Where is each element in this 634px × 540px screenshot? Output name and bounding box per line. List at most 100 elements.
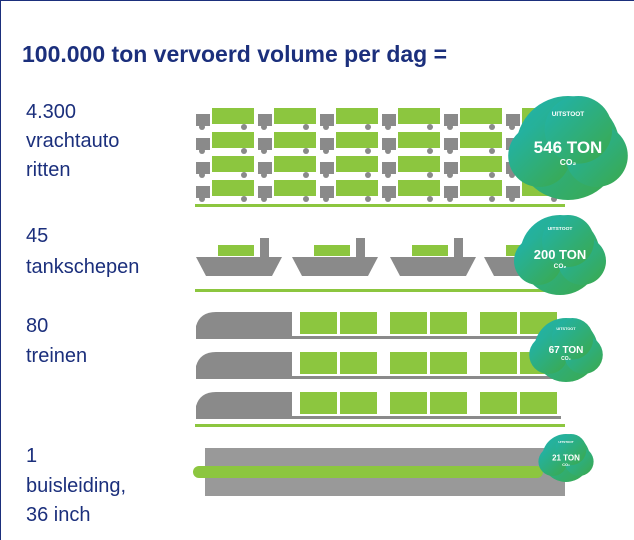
ship-cargo [218, 245, 254, 256]
row-count: 45 [26, 225, 48, 247]
wheel [241, 124, 247, 130]
truck-cab [196, 114, 210, 126]
wheel [303, 124, 309, 130]
ground-line [195, 424, 565, 427]
ship-cargo [412, 245, 448, 256]
wheel [447, 172, 453, 178]
wheel [323, 148, 329, 154]
truck-box [460, 108, 502, 124]
cloud-puff [555, 434, 587, 466]
truck-cab [382, 138, 396, 150]
truck-box [398, 156, 440, 172]
rail [196, 416, 561, 419]
locomotive [196, 312, 292, 336]
wagon [430, 352, 467, 374]
wheel [447, 196, 453, 202]
truck-cab [196, 138, 210, 150]
cloud-puff [544, 96, 613, 164]
emission-label: UITSTOOT [558, 440, 573, 444]
wheel [241, 148, 247, 154]
truck-box [336, 180, 378, 196]
truck-cab [382, 162, 396, 174]
wagon [430, 312, 467, 334]
truck-cab [320, 162, 334, 174]
wheel [489, 196, 495, 202]
wheel [385, 196, 391, 202]
wheel [447, 124, 453, 130]
wagon [340, 392, 377, 414]
wheel [323, 196, 329, 202]
truck-cab [320, 186, 334, 198]
emission-amount: 67 TON [549, 345, 584, 356]
truck-box [398, 132, 440, 148]
truck-cab [320, 114, 334, 126]
wagon [430, 392, 467, 414]
truck-cab [320, 138, 334, 150]
wagon [300, 312, 337, 334]
truck-cab [444, 186, 458, 198]
wheel [303, 172, 309, 178]
row-count: 1 [26, 445, 37, 467]
emission-unit: CO₂ [561, 356, 571, 362]
wagon [520, 392, 557, 414]
wheel [241, 172, 247, 178]
truck-cab [444, 114, 458, 126]
row-label: ritten [26, 159, 70, 181]
truck-cab [444, 162, 458, 174]
wheel [241, 196, 247, 202]
wheel [199, 196, 205, 202]
emission-amount: 546 TON [534, 138, 603, 157]
ship-bridge [454, 238, 463, 257]
truck-box [460, 180, 502, 196]
row-label: vrachtauto [26, 130, 119, 152]
emission-unit: CO₂ [560, 157, 577, 167]
wheel [427, 196, 433, 202]
emission-label: UITSTOOT [548, 226, 573, 232]
truck-cab [382, 114, 396, 126]
truck-cab [444, 138, 458, 150]
wheel [261, 172, 267, 178]
ground-line [195, 289, 565, 292]
wagon [480, 352, 517, 374]
ship-hull [292, 257, 378, 276]
wheel [509, 172, 515, 178]
emission-amount: 21 TON [552, 453, 580, 462]
truck-cab [258, 114, 272, 126]
truck-cab [382, 186, 396, 198]
ship-cargo [314, 245, 350, 256]
truck-cab [258, 186, 272, 198]
truck-box [460, 156, 502, 172]
ship-hull [196, 257, 282, 276]
truck-box [212, 108, 254, 124]
wheel [427, 172, 433, 178]
truck-box [398, 108, 440, 124]
wheel [199, 172, 205, 178]
wheel [365, 148, 371, 154]
emission-unit: CO₂ [562, 462, 570, 467]
wheel [427, 124, 433, 130]
wagon [340, 352, 377, 374]
wheel [385, 148, 391, 154]
wheel [261, 148, 267, 154]
wagon [390, 312, 427, 334]
wheel [489, 148, 495, 154]
title: 100.000 ton vervoerd volume per dag = [22, 41, 447, 67]
row-label: treinen [26, 345, 87, 367]
truck-box [336, 132, 378, 148]
row-label: tankschepen [26, 256, 139, 278]
wheel [427, 148, 433, 154]
truck-box [212, 156, 254, 172]
truck-box [212, 132, 254, 148]
ship-hull [390, 257, 476, 276]
wagon [340, 312, 377, 334]
truck-box [336, 156, 378, 172]
wheel [489, 124, 495, 130]
truck-box [274, 108, 316, 124]
truck-cab [506, 114, 520, 126]
truck-cab [196, 186, 210, 198]
rail [196, 376, 561, 379]
